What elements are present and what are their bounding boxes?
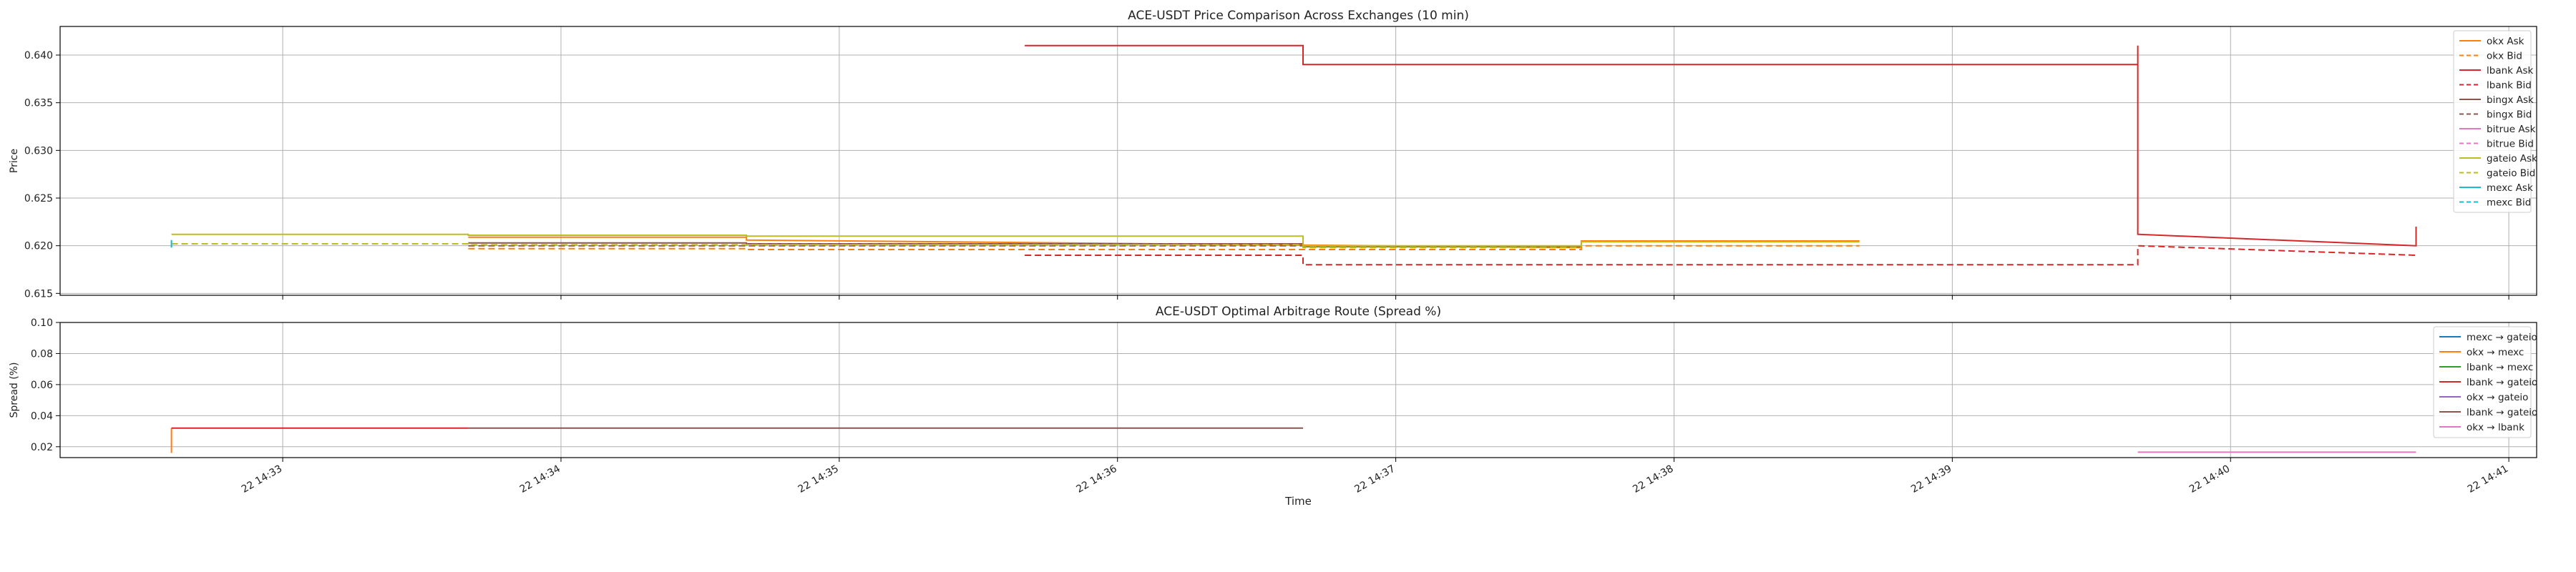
legend: okx Ask okx Bid lbank Ask lbank Bid bingx As… bbox=[2453, 30, 2537, 213]
y-tick-label: 0.08 bbox=[31, 348, 53, 360]
y-tick-label: 0.10 bbox=[31, 317, 53, 329]
y-tick-label: 0.630 bbox=[24, 145, 53, 157]
y-tick-label: 0.625 bbox=[24, 193, 53, 204]
price-panel: 0.615 0.620 0.625 0.630 0.635 0.640 ACE-USDT P… bbox=[9, 9, 2537, 300]
legend-label: bitrue Ask bbox=[2487, 124, 2536, 135]
y-tick-label: 0.06 bbox=[31, 380, 53, 391]
y-tick-label: 0.02 bbox=[31, 442, 53, 453]
legend-box bbox=[2433, 326, 2532, 438]
series-line-gateio-bid bbox=[171, 243, 1581, 249]
x-tick-label: 22 14:39 bbox=[1909, 463, 1953, 495]
x-tick-label: 22 14:40 bbox=[2187, 463, 2232, 495]
legend-label: bitrue Bid bbox=[2487, 139, 2534, 150]
legend-label: bingx Bid bbox=[2487, 109, 2532, 121]
y-tick-label: 0.640 bbox=[24, 50, 53, 61]
series-line-lbank-ask bbox=[1025, 44, 2417, 247]
axes-frame bbox=[59, 26, 2537, 296]
legend-label: lbank → gateio bbox=[2467, 377, 2537, 388]
x-tick-label: 22 14:36 bbox=[1074, 463, 1118, 495]
legend-label: lbank → mexc bbox=[2467, 362, 2533, 373]
y-axis-label: Spread (%) bbox=[9, 363, 20, 418]
legend-label: mexc Ask bbox=[2487, 182, 2533, 194]
series-line-lbank-bid bbox=[1025, 245, 2416, 266]
legend-label: gateio Ask bbox=[2487, 153, 2537, 164]
legend-label: mexc → gateio bbox=[2467, 332, 2537, 343]
legend-box bbox=[2453, 30, 2532, 213]
legend-label: okx Bid bbox=[2487, 51, 2522, 62]
chart-title: ACE-USDT Optimal Arbitrage Route (Spread… bbox=[1156, 305, 1441, 319]
x-axis-label: Time bbox=[1284, 495, 1312, 508]
legend-label: bingx Ask bbox=[2487, 94, 2534, 106]
legend-label: okx → lbank bbox=[2467, 422, 2524, 433]
y-tick-label: 0.04 bbox=[31, 410, 53, 422]
chart-title: ACE-USDT Price Comparison Across Exchang… bbox=[1128, 9, 1469, 23]
axes-frame bbox=[59, 322, 2537, 458]
legend: mexc → gateio okx → mexc lbank → mexc lbank… bbox=[2433, 326, 2537, 438]
y-tick-label: 0.615 bbox=[24, 288, 53, 300]
legend-label: okx Ask bbox=[2487, 36, 2524, 47]
legend-label: lbank Bid bbox=[2487, 80, 2532, 92]
y-tick-label: 0.620 bbox=[24, 241, 53, 252]
spread-panel: 0.02 0.04 0.06 0.08 0.10 22 14:33 22 14:34 22 1… bbox=[9, 305, 2537, 508]
y-tick-label: 0.635 bbox=[24, 98, 53, 109]
x-tick-label: 22 14:33 bbox=[240, 463, 284, 495]
x-tick-label: 22 14:37 bbox=[1352, 463, 1397, 495]
x-tick-label: 22 14:35 bbox=[796, 463, 841, 495]
legend-label: lbank → gateio bbox=[2467, 407, 2537, 418]
x-tick-label: 22 14:41 bbox=[2466, 463, 2510, 495]
legend-label: okx → mexc bbox=[2467, 347, 2524, 358]
x-tick-label: 22 14:34 bbox=[518, 463, 562, 495]
series-line-gateio-ask bbox=[171, 233, 1860, 247]
legend-label: gateio Bid bbox=[2487, 168, 2535, 179]
legend-label: lbank Ask bbox=[2487, 65, 2534, 77]
y-axis-label: Price bbox=[9, 149, 20, 173]
series-line-okx-bid bbox=[468, 245, 1860, 250]
series-line-bingx-ask bbox=[468, 242, 1581, 247]
x-tick-label: 22 14:38 bbox=[1631, 463, 1675, 495]
legend-label: mexc Bid bbox=[2487, 197, 2531, 209]
legend-label: okx → gateio bbox=[2467, 392, 2528, 403]
